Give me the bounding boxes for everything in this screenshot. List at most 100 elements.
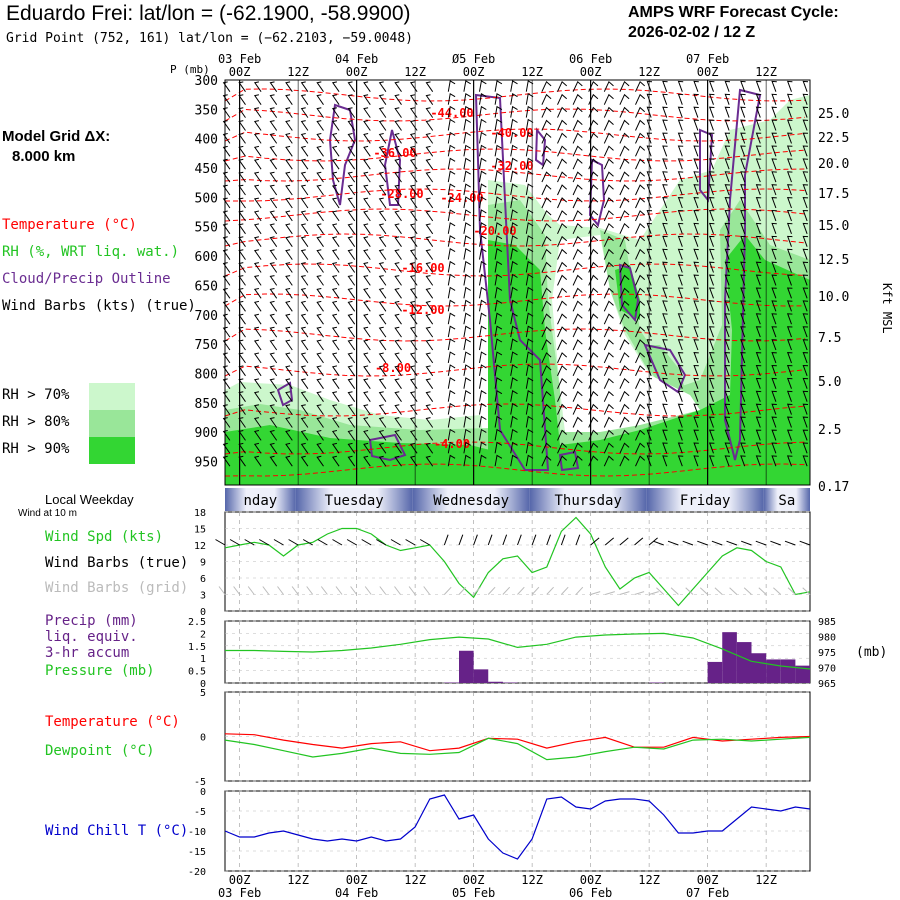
- wind-barb: [300, 133, 309, 144]
- wind-barb: [603, 248, 614, 260]
- wind-barb: [619, 145, 630, 157]
- wind-barb: [771, 455, 777, 467]
- wind-speed-tick-label: 18: [194, 508, 206, 519]
- wind-barb: [479, 299, 487, 312]
- wind-barb: [494, 428, 503, 441]
- wind-barb: [724, 80, 731, 92]
- wind-barb: [603, 210, 614, 222]
- wind-barb: [300, 184, 309, 196]
- wind-barb: [646, 352, 653, 364]
- wind-barb: [394, 210, 402, 222]
- wind-barb: [740, 93, 746, 105]
- wind-barb: [425, 223, 434, 235]
- wind-barb: [300, 94, 309, 105]
- wind-barb: [253, 391, 262, 402]
- wind-barb: [479, 157, 487, 170]
- wind-barb: [771, 429, 777, 441]
- temperature-contour-label: -40.00: [490, 126, 533, 140]
- wind-barb: [222, 133, 231, 144]
- temperature-contour: [224, 208, 806, 222]
- wind-barb: [557, 210, 568, 222]
- wind-barb: [603, 132, 614, 144]
- wind-barb: [724, 416, 731, 428]
- wind-barb: [425, 404, 434, 415]
- wind-barb: [253, 223, 262, 235]
- precip-tick-label: 0.5: [188, 667, 206, 678]
- wind-barb: [394, 442, 402, 454]
- wind-barb: [802, 416, 809, 428]
- wind-barb: [677, 403, 684, 415]
- wind-barb: [494, 157, 503, 170]
- wind-barb: [557, 184, 568, 196]
- wind-barb: [425, 430, 434, 441]
- wind-barb: [300, 120, 309, 131]
- wind-barb: [316, 262, 324, 273]
- wind-barb: [222, 275, 231, 286]
- wind-barb: [463, 131, 471, 144]
- wind-barb: [646, 93, 653, 105]
- wind-barb: [724, 377, 731, 389]
- wind-barb: [285, 404, 293, 415]
- wind-barb: [409, 352, 418, 364]
- wind-barb: [525, 222, 534, 234]
- wind-barb: [646, 119, 653, 131]
- surface-wind-barb: [755, 540, 767, 546]
- wind-barb: [222, 145, 231, 157]
- wind-barb: [331, 430, 340, 441]
- weekday-cell: [646, 488, 764, 511]
- wind-barb: [541, 365, 552, 377]
- surface-wind-barb: [273, 539, 284, 546]
- wind-barb: [363, 210, 371, 222]
- grid-wind-barb: [517, 586, 525, 595]
- wind-barb: [693, 80, 699, 92]
- wind-barb: [378, 404, 387, 415]
- surface-wind-barb: [473, 534, 478, 546]
- wind-barb: [494, 131, 503, 144]
- wind-barb: [646, 209, 653, 222]
- wind-barb: [786, 352, 793, 364]
- wind-barb: [316, 223, 324, 235]
- wind-barb: [378, 430, 387, 441]
- wind-barb: [708, 209, 715, 222]
- wind-barb: [447, 222, 456, 234]
- wind-barb: [269, 442, 278, 454]
- wind-barb: [409, 404, 418, 415]
- grid-wind-barb: [729, 587, 738, 595]
- wind-barb: [510, 299, 518, 312]
- wind-barb: [447, 183, 456, 196]
- wind-barb: [740, 403, 746, 415]
- wind-barb: [786, 158, 793, 170]
- height-tick-label: 7.5: [818, 331, 841, 346]
- surface-wind-barb: [711, 540, 723, 546]
- wind-barb: [463, 170, 471, 183]
- wind-barb: [394, 94, 402, 105]
- wind-barb: [541, 261, 552, 273]
- wind-barb: [378, 352, 387, 364]
- grid-wind-barb: [590, 591, 601, 595]
- wind-barb: [394, 223, 402, 235]
- wind-barb: [677, 93, 684, 105]
- wind-barb: [479, 118, 487, 131]
- wind-barb: [802, 209, 809, 222]
- wind-barb: [269, 378, 278, 389]
- wind-barb: [635, 119, 646, 131]
- wind-barb: [253, 339, 262, 351]
- wind-barb: [786, 93, 793, 105]
- wind-barb: [285, 442, 293, 454]
- wind-barb: [300, 81, 309, 92]
- wind-barb: [802, 184, 809, 196]
- wind-barb: [786, 339, 793, 351]
- grid-wind-barb: [233, 586, 241, 595]
- wind-barb: [347, 455, 356, 467]
- surface-wind-barb: [682, 540, 694, 546]
- wind-barb: [802, 364, 809, 376]
- wind-barb: [541, 300, 552, 312]
- wind-barb: [677, 261, 684, 273]
- wind-barb: [662, 119, 668, 131]
- wind-barb: [347, 378, 356, 389]
- wind-barb: [394, 249, 402, 260]
- wind-barb: [347, 145, 356, 157]
- wind-barb: [802, 235, 809, 247]
- wind-barb: [771, 442, 777, 454]
- wind-barb: [603, 184, 614, 196]
